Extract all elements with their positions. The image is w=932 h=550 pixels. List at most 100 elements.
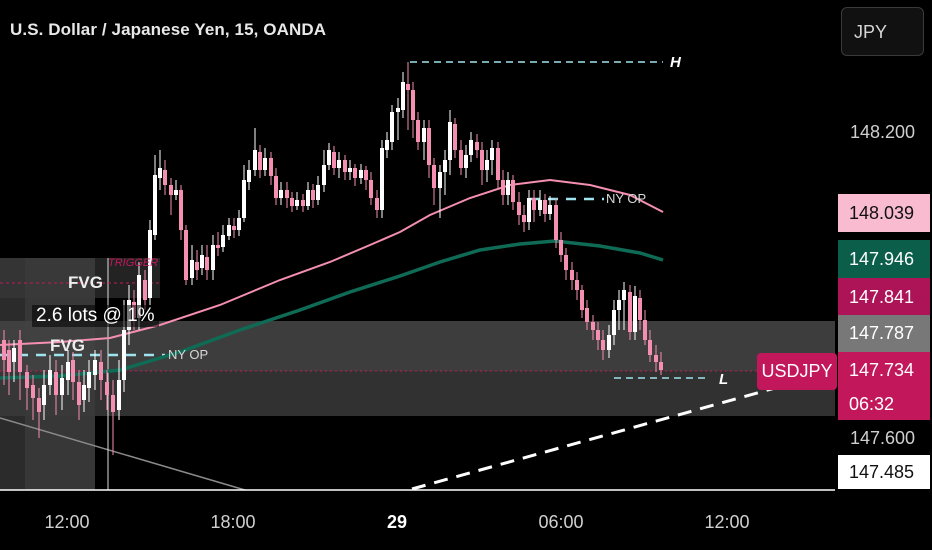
candle-body (7, 350, 11, 372)
candle-body (200, 255, 204, 268)
candle-body (633, 296, 637, 332)
candle-body (60, 378, 64, 395)
candle-body (301, 200, 305, 206)
candle-body (295, 200, 299, 206)
candle-body (274, 176, 278, 198)
candle-body (169, 185, 173, 195)
candle-body (480, 150, 484, 170)
candle-body (353, 168, 357, 178)
candle-body (77, 382, 81, 405)
candle-body (190, 260, 194, 278)
candle-body (469, 140, 473, 155)
candle-body (31, 385, 35, 398)
candle-body (18, 340, 22, 372)
candle-body (527, 198, 531, 222)
candle-body (87, 372, 91, 388)
ny-open-label: NY OP (168, 347, 209, 362)
candle-body (459, 150, 463, 168)
candle-body (48, 370, 52, 385)
candle-body (12, 348, 16, 362)
candle-body (422, 128, 426, 142)
candle-body (66, 362, 70, 380)
candle-body (237, 218, 241, 230)
x-tick-label: 12:00 (44, 512, 90, 532)
x-tick-label: 29 (386, 512, 408, 532)
candle-body (485, 160, 489, 170)
y-tick-label: 148.200 (850, 122, 916, 142)
fvg-label: FVG (50, 336, 85, 355)
candle-body (122, 330, 126, 380)
candle-body (427, 128, 431, 165)
fvg-label: FVG (68, 273, 103, 292)
price-axis-label: 147.485 (838, 455, 930, 489)
countdown-label: 06:32 (838, 389, 930, 420)
candle-body (359, 170, 363, 178)
candle-body (543, 200, 547, 214)
x-tick-label: 12:00 (704, 512, 750, 532)
candle-body (628, 292, 632, 332)
candle-body (105, 382, 109, 395)
candle-body (364, 170, 368, 180)
candle-body (37, 398, 41, 412)
candle-body (416, 120, 420, 142)
candle-body (570, 270, 574, 280)
candle-body (607, 335, 611, 350)
candle-body (99, 362, 103, 380)
low-marker-label: L (719, 371, 729, 388)
candle-body (580, 290, 584, 310)
chart-title: U.S. Dollar / Japanese Yen, 15, OANDA (10, 20, 327, 39)
candle-body (148, 230, 152, 298)
candle-body (432, 165, 436, 188)
x-tick-label: 06:00 (538, 512, 584, 532)
candle-body (601, 340, 605, 350)
candle-body (216, 245, 220, 248)
candle-body (269, 158, 273, 176)
candle-body (54, 372, 58, 395)
candle-body (453, 124, 457, 150)
candle-body (290, 198, 294, 206)
candle-body (506, 180, 510, 195)
candle-body (622, 290, 626, 300)
price-axis-label: 147.734 (838, 352, 930, 389)
candle-body (184, 230, 188, 280)
candle-body (332, 152, 336, 168)
candle-body (322, 165, 326, 185)
candle-body (337, 160, 341, 168)
ny-open-label: NY OP (606, 191, 647, 206)
candle-body (143, 280, 147, 300)
candle-body (285, 190, 289, 198)
candle-body (411, 90, 415, 120)
candle-body (591, 322, 595, 330)
candle-body (179, 190, 183, 230)
candle-body (211, 245, 215, 270)
moving-average-slow (0, 239, 664, 380)
candle-body (348, 168, 352, 172)
candle-body (93, 360, 97, 375)
candle-body (390, 112, 394, 142)
candle-body (221, 235, 225, 247)
candle-body (511, 180, 515, 202)
candle-body (522, 215, 526, 222)
candle-body (443, 160, 447, 172)
candle-body (596, 330, 600, 340)
candle-body (258, 152, 262, 170)
candle-body (227, 225, 231, 236)
candle-body (117, 380, 121, 410)
candle-body (158, 168, 162, 178)
candle-body (71, 360, 75, 382)
candle-body (438, 172, 442, 188)
moving-average-fast (0, 178, 664, 346)
candle-body (247, 170, 251, 182)
trend-line-dashed (411, 386, 776, 491)
currency-button[interactable]: JPY (841, 7, 924, 56)
candle-body (82, 385, 86, 400)
candle-body (396, 108, 400, 112)
candle-body (538, 200, 542, 210)
candle-body (643, 320, 647, 340)
candle-body (554, 205, 558, 240)
candle-body (496, 148, 500, 180)
candle-body (137, 275, 141, 318)
candle-body (111, 395, 115, 412)
